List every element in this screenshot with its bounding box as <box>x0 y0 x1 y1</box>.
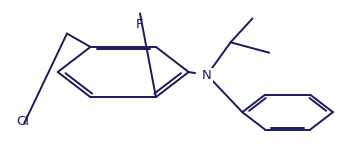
Text: Cl: Cl <box>16 115 29 128</box>
Text: F: F <box>136 18 144 31</box>
Text: N: N <box>202 69 212 81</box>
